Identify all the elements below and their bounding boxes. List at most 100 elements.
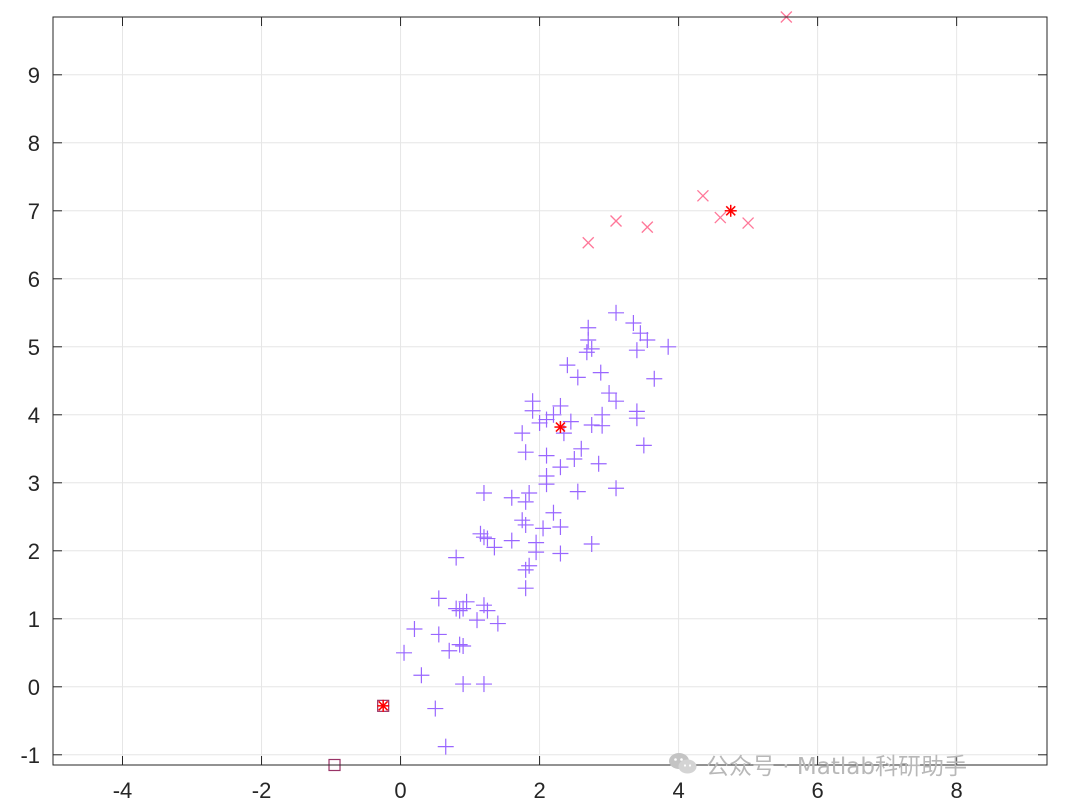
plus-marker [517, 561, 534, 578]
plus-marker [489, 615, 506, 632]
x-tick-label: 2 [533, 778, 545, 803]
plus-marker [578, 344, 595, 361]
cross-marker [696, 189, 709, 202]
plus-marker [517, 444, 534, 461]
star-d2 [555, 422, 566, 433]
x-axis-tick-labels: -4 -2 0 2 4 6 8 [113, 778, 963, 803]
plus-marker [475, 676, 492, 693]
cross-marker [582, 236, 595, 249]
x-tick-label: 4 [672, 778, 684, 803]
plus-marker [535, 520, 552, 537]
grid-lines [53, 17, 1047, 765]
plus-marker [524, 402, 541, 419]
plus-marker [625, 315, 642, 331]
plus-marker [517, 516, 534, 533]
plus-marker [448, 549, 465, 566]
plus-marker [545, 406, 562, 423]
plus-marker [580, 332, 597, 348]
data-markers [328, 11, 793, 772]
plus-marker [555, 425, 572, 442]
plus-marker [552, 519, 569, 535]
y-tick-label: 7 [28, 199, 40, 224]
plot-area-frame [52, 16, 1048, 766]
axis-ticks [53, 17, 1047, 765]
y-tick-label: 4 [28, 403, 40, 428]
plus-marker [573, 440, 590, 457]
plus-marker [455, 600, 472, 617]
plus-marker [660, 338, 677, 355]
center-marker [377, 699, 390, 712]
plus-marker [639, 332, 656, 348]
plus-marker [538, 447, 555, 464]
y-tick-label: 6 [28, 267, 40, 292]
plus-marker [569, 369, 586, 386]
plus-marker [441, 642, 458, 659]
plus-marker [475, 485, 492, 501]
plus-marker [514, 425, 531, 442]
plus-marker [583, 340, 600, 357]
plus-marker [552, 397, 569, 414]
plus-marker [458, 593, 475, 610]
x-tick-label: 8 [951, 778, 963, 803]
y-tick-label: 0 [28, 675, 40, 700]
center-marker [554, 421, 567, 434]
plus-marker [396, 644, 413, 661]
plus-marker [528, 544, 545, 561]
watermark: 公众号 · Matlab科研助手 [668, 744, 967, 784]
plus-marker [559, 357, 576, 374]
y-tick-label: 1 [28, 607, 40, 632]
y-axis-tick-labels: -1 0 1 2 3 4 5 6 7 8 9 [20, 63, 40, 768]
y-tick-label: -1 [20, 743, 40, 768]
plus-marker [427, 700, 444, 717]
plus-marker [472, 525, 489, 542]
center-marker [724, 204, 737, 217]
plus-marker [521, 485, 538, 501]
plus-marker [517, 493, 534, 510]
plus-marker [590, 455, 607, 472]
plus-marker [601, 385, 618, 402]
plus-marker [552, 459, 569, 476]
cross-b [582, 236, 595, 249]
plus-marker [552, 545, 569, 562]
plus-marker [583, 417, 600, 433]
plus-marker [562, 413, 579, 430]
plus-marker [592, 364, 609, 381]
plus-marker [594, 417, 611, 434]
x-tick-label: 0 [394, 778, 406, 803]
y-tick-label: 2 [28, 539, 40, 564]
plus-marker [503, 489, 520, 506]
plus-marker [635, 437, 652, 454]
plus-marker [632, 325, 649, 342]
x-tick-label: -2 [252, 778, 272, 803]
plus-marker [583, 536, 600, 552]
plus-marker [538, 411, 555, 428]
plus-marker [545, 504, 562, 521]
cross-marker [610, 215, 622, 227]
plus-marker [569, 483, 586, 500]
plus-marker [503, 532, 520, 549]
x-tick-label: 6 [811, 778, 823, 803]
wechat-icon [669, 753, 697, 774]
plus-marker [479, 530, 496, 547]
plus-marker [521, 557, 538, 574]
cross-b [742, 217, 755, 229]
y-tick-label: 5 [28, 335, 40, 360]
cross-b [714, 211, 727, 224]
cross-b [696, 189, 709, 202]
plus-marker [608, 393, 625, 410]
plus-marker [430, 626, 447, 643]
y-tick-label: 9 [28, 63, 40, 88]
plus-marker [608, 304, 625, 321]
plus-marker [486, 539, 503, 556]
plus-marker [430, 590, 447, 607]
plus-marker [566, 451, 583, 467]
plus-marker [451, 636, 468, 653]
watermark-text: 公众号 · Matlab科研助手 [706, 754, 967, 780]
plus-marker [608, 480, 625, 497]
x-tick-label: -4 [113, 778, 133, 803]
plus-marker [469, 612, 486, 629]
plus-marker [437, 738, 454, 755]
cross-marker [714, 211, 727, 224]
plus-marker [406, 621, 423, 637]
